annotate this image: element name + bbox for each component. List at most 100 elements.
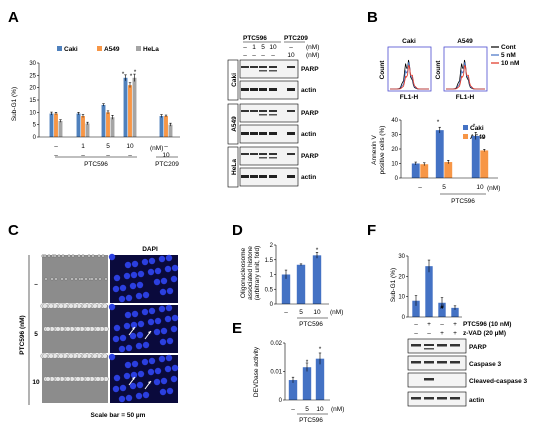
nucleus [171,314,179,322]
blot-band-label: actin [469,397,484,404]
blot-band-cleaved [269,70,277,72]
nucleus [125,344,133,352]
legend-b-caki: Caki [470,125,484,132]
hist-xlabel-a549: FL1-H [456,94,475,101]
blot-band [259,132,267,135]
nucleus [159,388,167,396]
nucleus [119,334,127,342]
y-tick-label: 40 [391,118,398,124]
significance-star: * [316,247,319,254]
nucleus [131,260,139,268]
y-tick-label: 10 [398,295,405,301]
x-tick-label: – [291,406,295,413]
blot-band-cleaved [259,157,267,159]
nucleus [123,322,131,330]
nucleus [164,315,172,323]
blot-band [411,397,421,400]
panel-label-f: F [367,222,376,239]
cell-blob [48,303,54,309]
blot-col-label: – [252,52,256,59]
cell-blob [57,254,61,258]
panel-d-ylabel1: Oligonucleosome [240,248,247,299]
blot-header-ptc209: PTC209 [284,35,308,42]
blot-cell-box [227,146,239,188]
nucleus [142,391,150,399]
blot-col-label: – [289,44,293,51]
blot-band [287,88,295,91]
legend-swatch-caki [57,46,62,51]
bar-caki [101,104,106,137]
blot-band [269,153,277,155]
blot-band [437,344,447,347]
bar-value [438,302,446,317]
hist-legend-5: 5 nM [501,52,516,59]
blot-band-label: Caspase 3 [469,361,502,368]
x-tick-label: + [440,330,444,337]
nucleus [130,321,138,329]
legend-a549: A549 [104,46,120,53]
nucleus [148,257,156,265]
bar-value [281,274,291,304]
blot-col-label: 10 [287,52,295,59]
nucleus [112,385,120,393]
hist-curve [446,64,485,90]
panel-d-ylabel3: (arbitrary unit, fold) [254,246,261,301]
y-tick-label: 15 [29,98,36,104]
blot-band [450,397,460,400]
blot-col-label: – [243,52,247,59]
blot-band [259,153,267,155]
nucleus [130,271,138,279]
blot-band [437,361,447,364]
nucleus [112,335,120,343]
bar-caki [411,163,420,178]
panel-b-ylabel1: Annexin V [371,135,378,165]
hist-ylabel-caki: Count [379,60,386,80]
blot-band [424,361,434,364]
nucleus [148,357,156,365]
blot-band-label: actin [301,131,316,138]
x-tick-label: 10 [316,406,324,413]
nucleus [158,255,166,263]
panel-label-c: C [8,222,19,239]
panel-a-group2: PTC209 [155,161,179,168]
bar-caki [435,130,444,178]
blot-strip [239,103,299,123]
blot-band [269,110,277,112]
blot-cell-label: A549 [231,116,238,132]
legend-caki: Caki [64,46,78,53]
panel-d-group: PTC596 [299,321,323,328]
x-tick-label: – [414,330,418,337]
blot-band [424,378,434,381]
blot-band [241,153,249,155]
cell-blob [94,277,98,281]
x-tick-label: – [440,321,444,328]
x-tick-label: – [54,143,58,150]
nucleus [160,377,168,385]
cell-blob [58,303,64,309]
nucleus [119,384,127,392]
x-tick-label: 1 [81,143,85,150]
x-tick-label: 10 [476,184,484,191]
y-tick-label: 0 [402,315,406,321]
panel-label-a: A [8,9,19,26]
nucleus [166,287,174,295]
arrow-head-icon [132,327,135,330]
cell-blob [43,254,47,258]
legend-swatch-a549 [97,46,102,51]
nucleus [141,308,149,316]
nucleus [137,270,145,278]
blot-band [269,132,277,135]
panel-d-chart: Oligonucleosome associated histone (arbi… [240,243,343,328]
panel-b-group: PTC596 [451,198,475,205]
hist-legend-cont: Cont [501,44,517,51]
blot-band-label: PARP [301,110,319,117]
cell-blob [64,277,68,281]
panel-b-histograms: Caki A549 Count Count FL1-H FL1-H Cont 5… [379,38,519,101]
significance-star: * [319,346,322,353]
blot-strip [239,146,299,166]
bar-caki [123,77,128,137]
blot-band-label: actin [301,87,316,94]
nucleus [141,258,149,266]
x-tick-label: 5 [442,184,446,191]
